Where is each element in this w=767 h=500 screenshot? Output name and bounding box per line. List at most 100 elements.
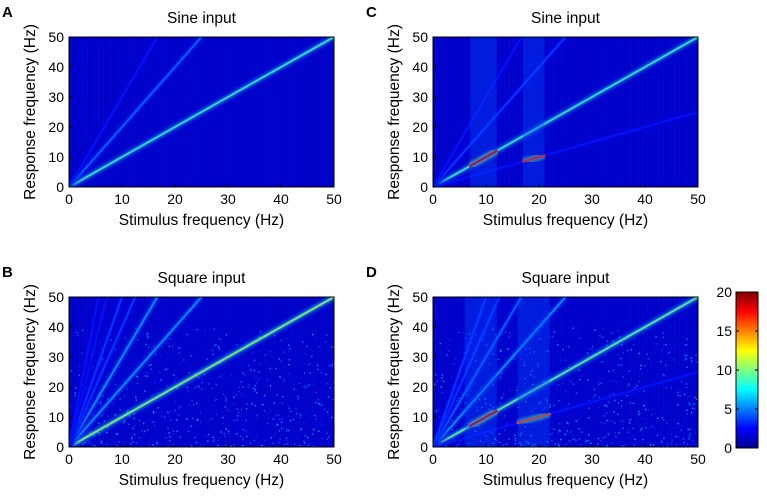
panel-b-ytick-label: 0: [56, 439, 64, 455]
panel-a-ytick-label: 0: [56, 179, 64, 195]
panel-b-xtick-label: 20: [167, 451, 183, 467]
panel-c-xtick-label: 30: [584, 191, 600, 207]
panel-d-band-9: [464, 297, 497, 447]
panel-c: 0 10 20 30 40 50 0 10 20 30 40 50 Sine input C Stimulu…: [366, 4, 706, 229]
panel-a-ylabel: Response frequency (Hz): [22, 24, 39, 200]
panel-b-ylabel: Response frequency (Hz): [22, 284, 39, 460]
panel-a-title: Sine input: [167, 10, 237, 27]
panel-d-line-2: [433, 297, 567, 447]
colorbar-tick-label: 20: [716, 284, 732, 300]
panel-d-heatmap: [433, 297, 698, 447]
panel-a-xlabel: Stimulus frequency (Hz): [119, 212, 284, 229]
panel-d-line-5: [433, 297, 487, 447]
colorbar-tick-label: 0: [724, 440, 732, 456]
panel-d-ytick-label: 10: [412, 409, 428, 425]
panel-c-title: Sine input: [531, 10, 601, 27]
panel-a-xtick-label: 10: [114, 191, 130, 207]
panel-c-ytick-label: 10: [412, 149, 428, 165]
panel-a-ytick-label: 10: [48, 149, 64, 165]
panel-d-line-6: [433, 371, 698, 447]
panel-c-xtick-label: 40: [637, 191, 653, 207]
panel-a-line-2: [69, 37, 203, 187]
panel-d: 0 10 20 30 40 50 0 10 20 30 40 50 Square input D Stimu…: [366, 264, 706, 489]
panel-d-xtick-label: 0: [429, 451, 437, 467]
colorbar-tick-label: 10: [716, 362, 732, 378]
panel-c-ytick-label: 0: [420, 179, 428, 195]
panel-d-ytick-label: 0: [420, 439, 428, 455]
panel-d-xlabel: Stimulus frequency (Hz): [483, 472, 648, 489]
panel-c-band-7: [470, 37, 497, 187]
panel-b-ytick-label: 20: [48, 379, 64, 395]
panel-d-xtick-label: 10: [478, 451, 494, 467]
colorbar: 0 5 10 15 20: [716, 284, 759, 456]
panel-a-xtick-label: 20: [167, 191, 183, 207]
panel-d-segment-8: [516, 412, 551, 425]
panel-a-stimulus-stripes: [71, 37, 332, 187]
panel-d-line-3: [433, 297, 523, 447]
panel-b-ytick-label: 50: [48, 289, 64, 305]
colorbar-gradient: [735, 291, 759, 449]
panel-c-xtick-label: 50: [690, 191, 706, 207]
panel-c-ytick-label: 30: [412, 89, 428, 105]
panel-a-xtick-label: 30: [220, 191, 236, 207]
colorbar-tick-label: 15: [716, 323, 732, 339]
panel-b-xtick-label: 40: [273, 451, 289, 467]
panel-b-xtick-label: 10: [114, 451, 130, 467]
panel-b-axes-box: [68, 296, 335, 448]
panel-a-ytick-label: 50: [48, 29, 64, 45]
panel-b-ytick-label: 10: [48, 409, 64, 425]
panel-b-xtick-label: 30: [220, 451, 236, 467]
panel-a-letter: A: [2, 4, 13, 21]
panel-c-band-8: [523, 37, 545, 187]
panel-a-heatmap: [69, 37, 334, 187]
panel-a-xtick-label: 50: [326, 191, 342, 207]
panel-b-letter: B: [2, 264, 13, 281]
panel-c-segment-5: [468, 149, 498, 168]
panel-c-line-4: [433, 111, 698, 187]
panel-d-letter: D: [366, 264, 377, 281]
panel-c-xtick-label: 10: [478, 191, 494, 207]
panel-a-ytick-label: 40: [48, 59, 64, 75]
panel-b-xtick-label: 0: [65, 451, 73, 467]
panel-c-heatmap: [433, 37, 698, 187]
panel-d-ytick-label: 30: [412, 349, 428, 365]
panel-c-letter: C: [366, 4, 377, 21]
panel-a-axes-box: [68, 36, 335, 188]
panel-d-xtick-label: 50: [690, 451, 706, 467]
panel-d-title: Square input: [522, 270, 611, 287]
panel-c-line-2: [433, 37, 567, 187]
panel-c-line-3: [433, 37, 523, 187]
panel-c-ylabel: Response frequency (Hz): [386, 24, 403, 200]
panel-c-xtick-label: 20: [531, 191, 547, 207]
panel-b-ytick-label: 40: [48, 319, 64, 335]
panel-b-line-3: [69, 297, 159, 447]
panel-b-line-2: [69, 297, 203, 447]
panel-b-heatmap: [69, 297, 334, 447]
colorbar-tick-label: 5: [724, 401, 732, 417]
panel-a-xtick-label: 0: [65, 191, 73, 207]
panel-d-xtick-label: 30: [584, 451, 600, 467]
panel-a-ytick-label: 30: [48, 89, 64, 105]
panel-d-ytick-label: 20: [412, 379, 428, 395]
panel-d-ytick-label: 40: [412, 319, 428, 335]
panel-b-xlabel: Stimulus frequency (Hz): [119, 472, 284, 489]
panel-c-ytick-label: 40: [412, 59, 428, 75]
panel-c-xlabel: Stimulus frequency (Hz): [483, 212, 648, 229]
panel-c-xtick-label: 0: [429, 191, 437, 207]
panel-d-xtick-label: 40: [637, 451, 653, 467]
panel-a-line-3: [69, 37, 159, 187]
panel-b-line-1: [69, 297, 334, 447]
panel-a-line-1: [69, 37, 334, 187]
panel-a-xtick-label: 40: [273, 191, 289, 207]
panel-c-segment-6: [521, 154, 546, 163]
panel-b: 0 10 20 30 40 50 0 10 20 30 40 50 Square input B Stimu…: [2, 264, 342, 489]
panel-d-band-10: [517, 297, 550, 447]
panel-b-ytick-label: 30: [48, 349, 64, 365]
panel-b-noise: [69, 327, 334, 447]
panel-b-line-7: [69, 297, 100, 447]
panel-a-ytick-label: 20: [48, 119, 64, 135]
panel-b-title: Square input: [158, 270, 247, 287]
panel-d-xtick-label: 20: [531, 451, 547, 467]
panel-c-ytick-label: 20: [412, 119, 428, 135]
panel-d-segment-7: [468, 409, 498, 428]
